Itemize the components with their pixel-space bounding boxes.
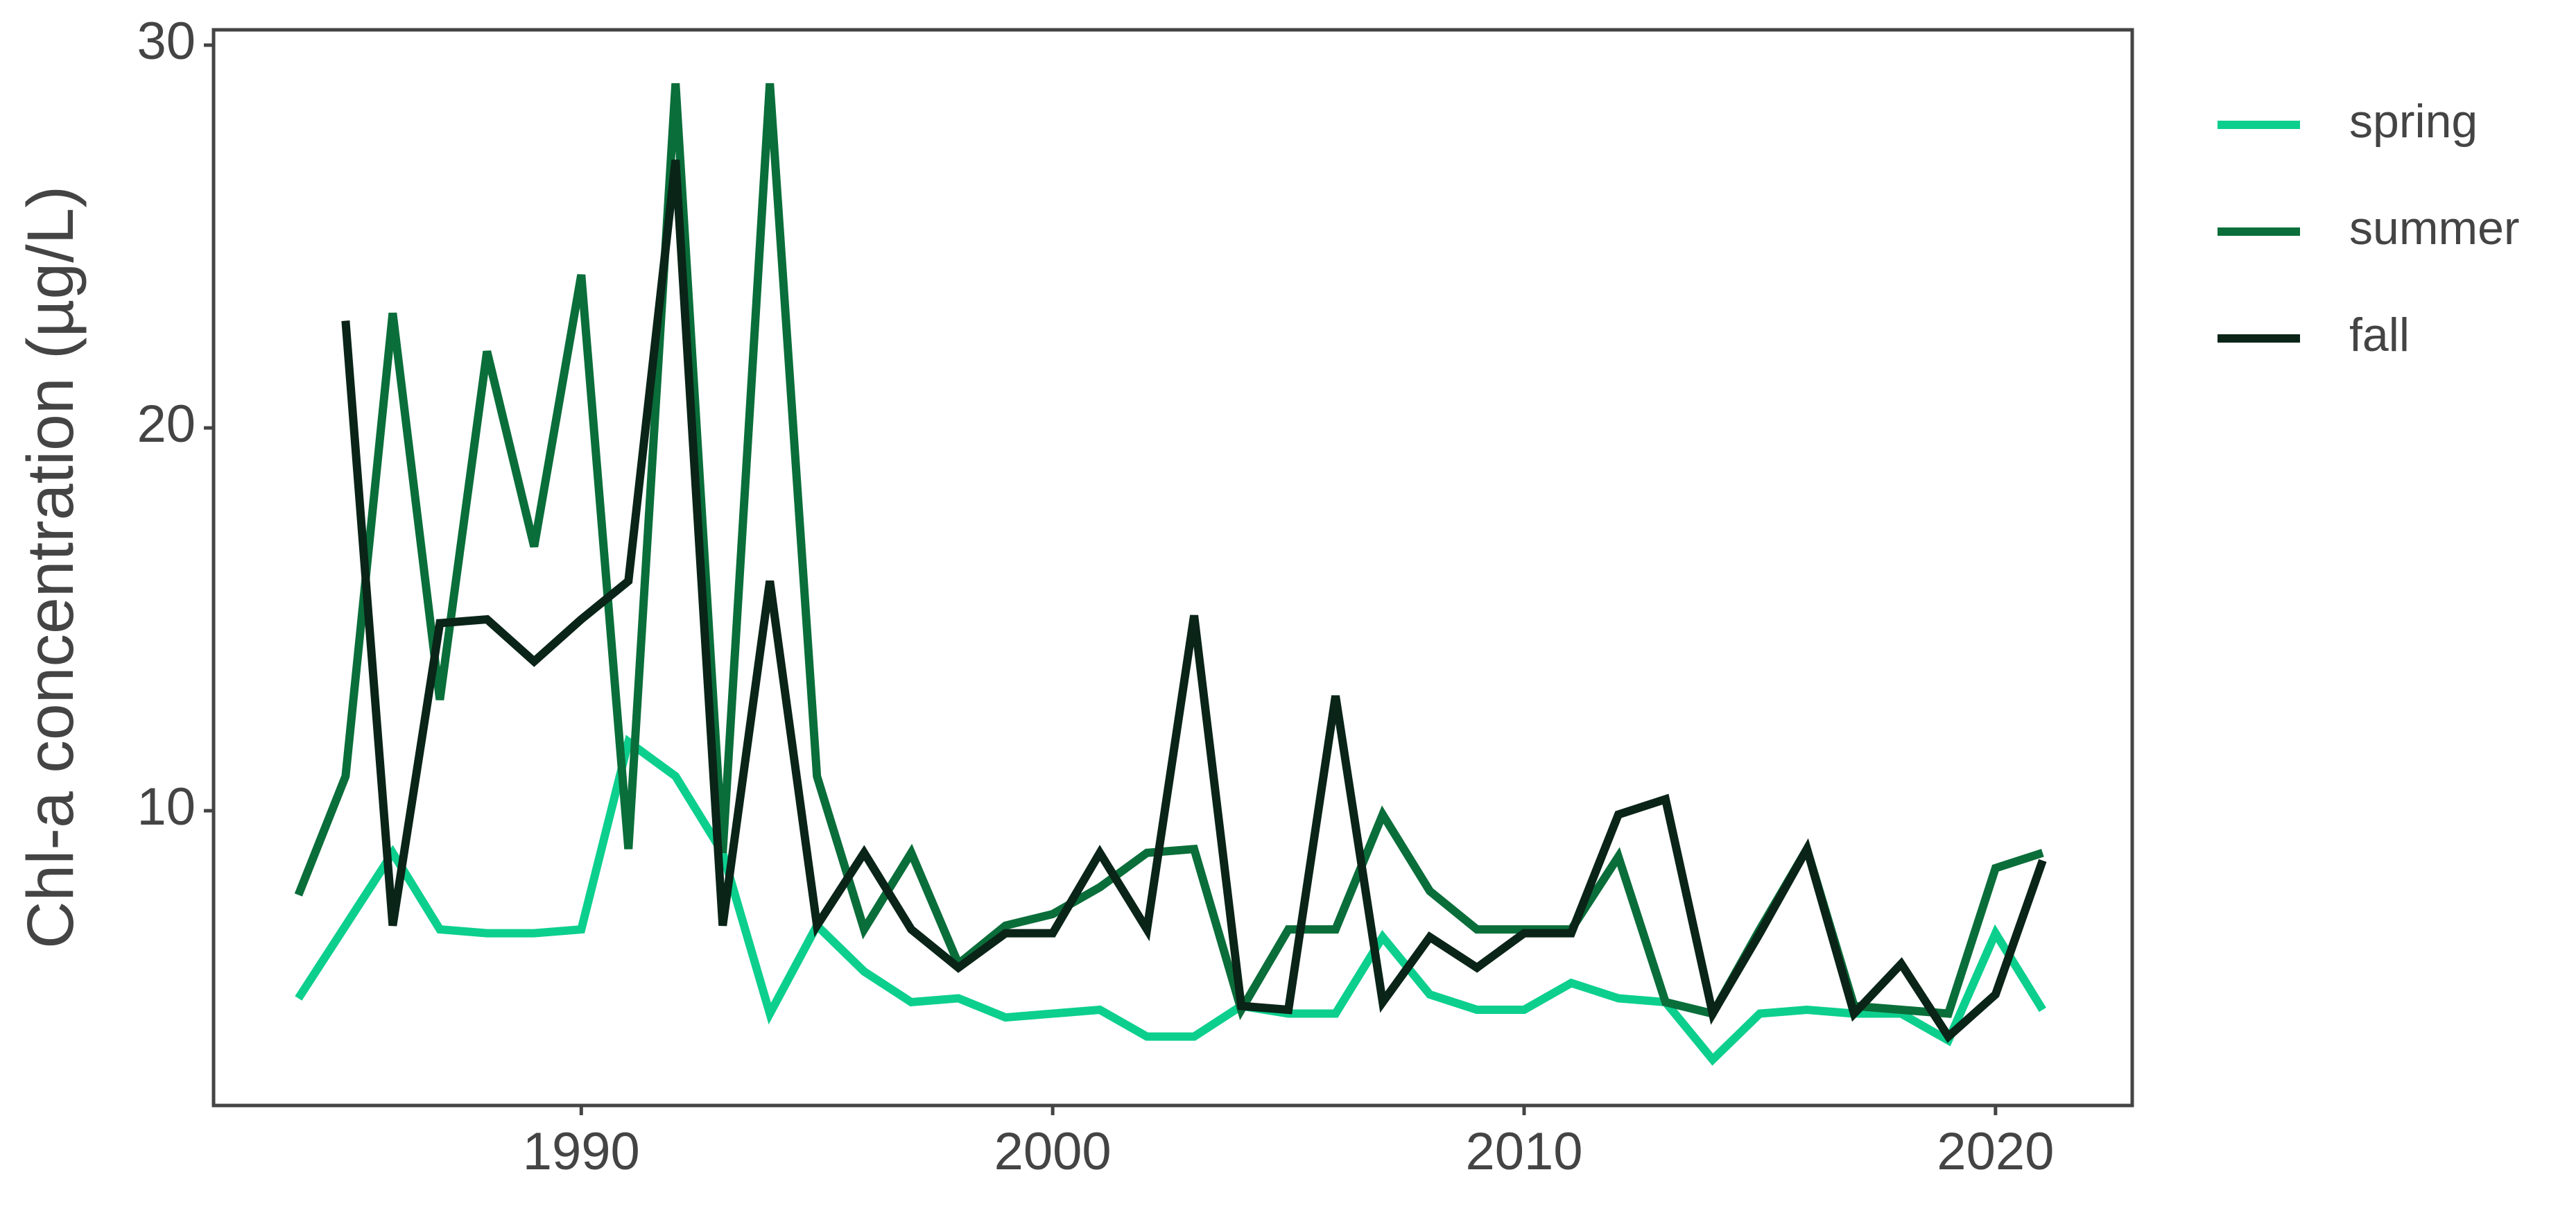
y-tick-label: 10: [137, 777, 196, 836]
legend-label: spring: [2349, 95, 2478, 148]
x-tick-label: 2000: [994, 1122, 1112, 1181]
series-line: [341, 159, 2047, 1043]
x-tick-label: 1990: [523, 1122, 640, 1181]
series-line: [295, 734, 2046, 1066]
y-axis-label: Chl-a concentration (µg/L): [14, 186, 87, 949]
y-tick-label: 20: [137, 395, 196, 454]
x-tick-label: 2020: [1937, 1122, 2054, 1181]
plot-frame: [211, 28, 2134, 1108]
legend-label: summer: [2349, 202, 2520, 255]
y-tick-label: 30: [137, 12, 196, 71]
x-tick-label: 2010: [1465, 1122, 1582, 1181]
legend-label: fall: [2349, 309, 2410, 361]
